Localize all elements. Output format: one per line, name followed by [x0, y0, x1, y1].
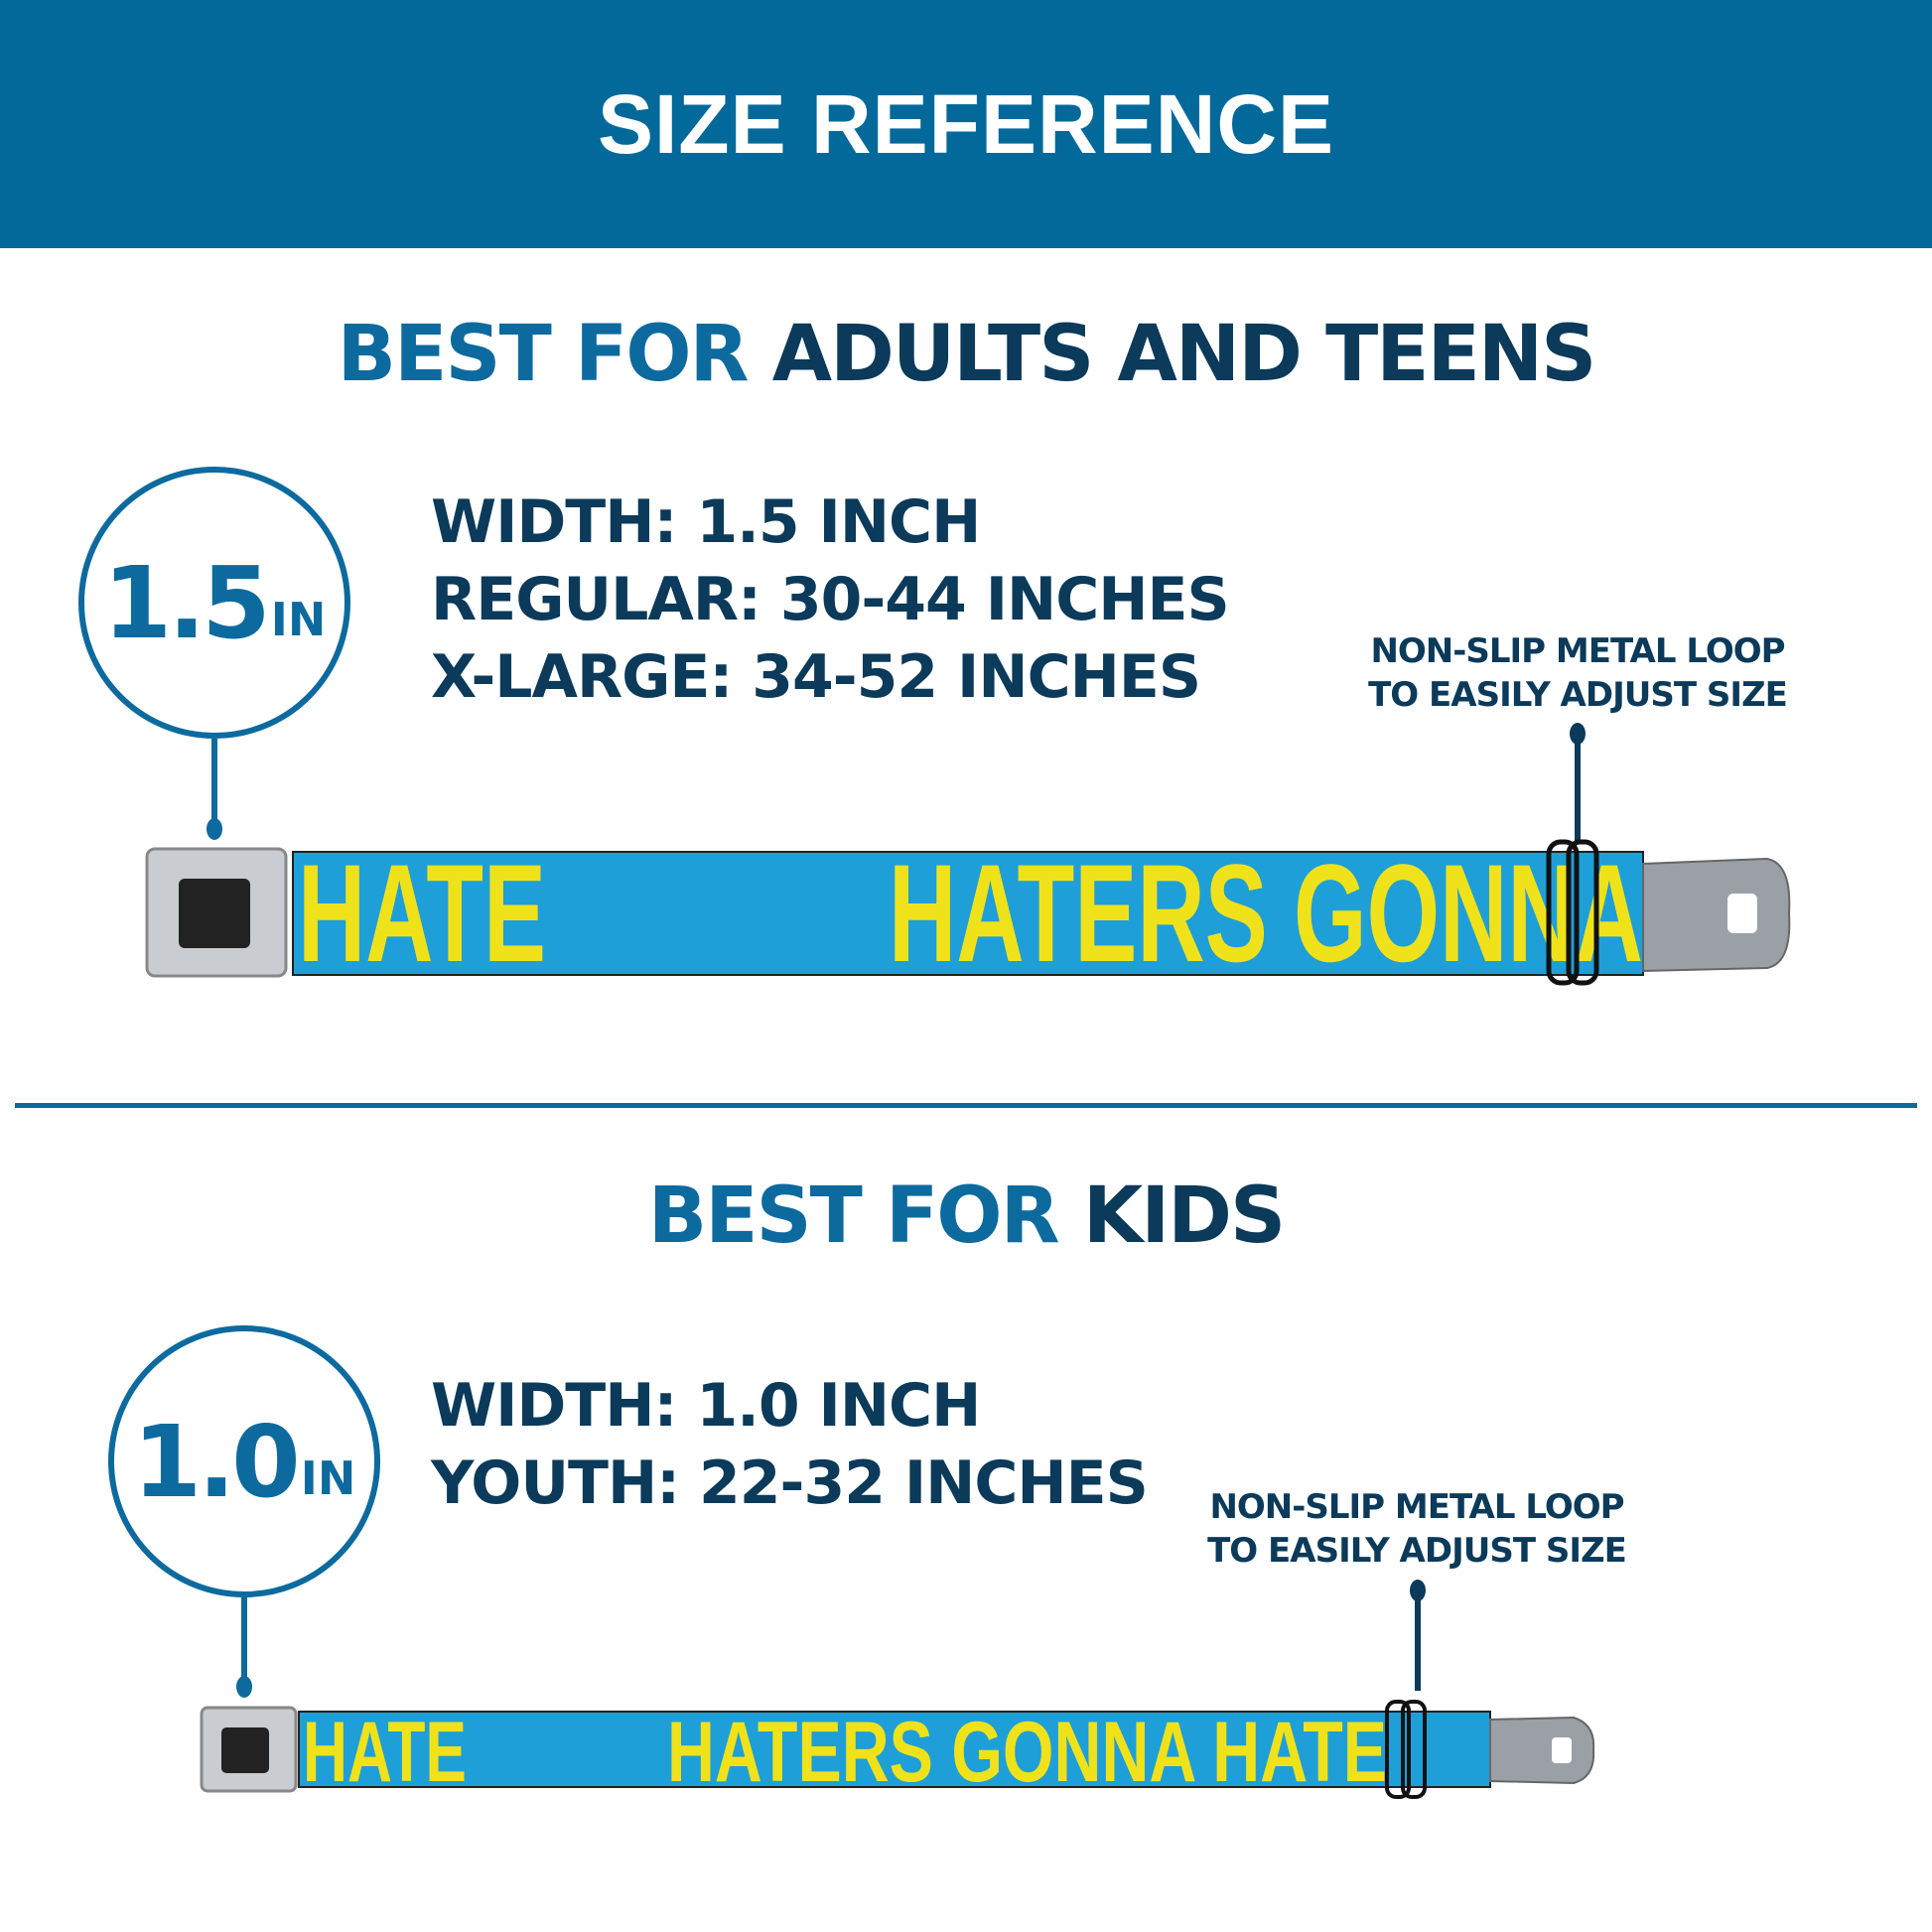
- badge-connector-line: [211, 739, 217, 824]
- spec-youth: YOUTH: 22-32 INCHES: [431, 1449, 1149, 1518]
- strap: [292, 851, 1644, 976]
- callout-line: [1415, 1591, 1421, 1691]
- badge-connector-dot: [207, 818, 222, 840]
- metal-tip-icon: [1642, 857, 1791, 973]
- loop-callout-adults: NON-SLIP METAL LOOP TO EASILY ADJUST SIZ…: [1368, 631, 1788, 715]
- strap-text-left: HATE: [298, 835, 546, 991]
- spec-regular: REGULAR: 30-44 INCHES: [431, 565, 1230, 634]
- buckle-logo-icon: [179, 879, 250, 948]
- buckle-logo-icon: [221, 1727, 269, 1773]
- metal-loop-icon: [1385, 1700, 1411, 1799]
- badge-connector-line: [241, 1597, 247, 1685]
- spec-width: WIDTH: 1.0 INCH: [431, 1371, 981, 1441]
- strap-text-right: HATERS GONNA HATE: [667, 1705, 1387, 1799]
- section-divider: [15, 1103, 1917, 1108]
- belt-image-kids: HATE HATERS GONNA HATE: [200, 1700, 1595, 1799]
- strap-text-left: HATE: [303, 1705, 467, 1799]
- metal-loop-icon: [1546, 839, 1580, 986]
- badge-connector-dot: [236, 1676, 252, 1698]
- kids-specs: WIDTH: 1.0 INCH YOUTH: 22-32 INCHES: [431, 1367, 1149, 1522]
- adult-specs: WIDTH: 1.5 INCH REGULAR: 30-44 INCHES X-…: [431, 483, 1230, 716]
- strap-text-right: HATERS GONNA: [889, 835, 1643, 991]
- metal-tip-icon: [1489, 1716, 1595, 1785]
- width-badge-1-5: 1.5 IN: [78, 467, 350, 739]
- section-heading-adults: BEST FOR ADULTS AND TEENS: [337, 310, 1597, 399]
- width-badge-1-0: 1.0 IN: [108, 1325, 380, 1597]
- header-banner: SIZE REFERENCE: [0, 0, 1932, 248]
- loop-callout-kids: NON-SLIP METAL LOOP TO EASILY ADJUST SIZ…: [1207, 1487, 1627, 1571]
- section-heading-kids: BEST FOR KIDS: [647, 1172, 1286, 1261]
- spec-width: WIDTH: 1.5 INCH: [431, 487, 981, 557]
- callout-dot: [1570, 723, 1586, 745]
- belt-image-adults: HATE HATERS GONNA: [145, 835, 1791, 991]
- spec-xlarge: X-LARGE: 34-52 INCHES: [431, 642, 1201, 712]
- page-title: SIZE REFERENCE: [597, 76, 1335, 171]
- callout-line: [1575, 735, 1581, 842]
- strap: [298, 1711, 1491, 1788]
- callout-dot: [1410, 1580, 1426, 1601]
